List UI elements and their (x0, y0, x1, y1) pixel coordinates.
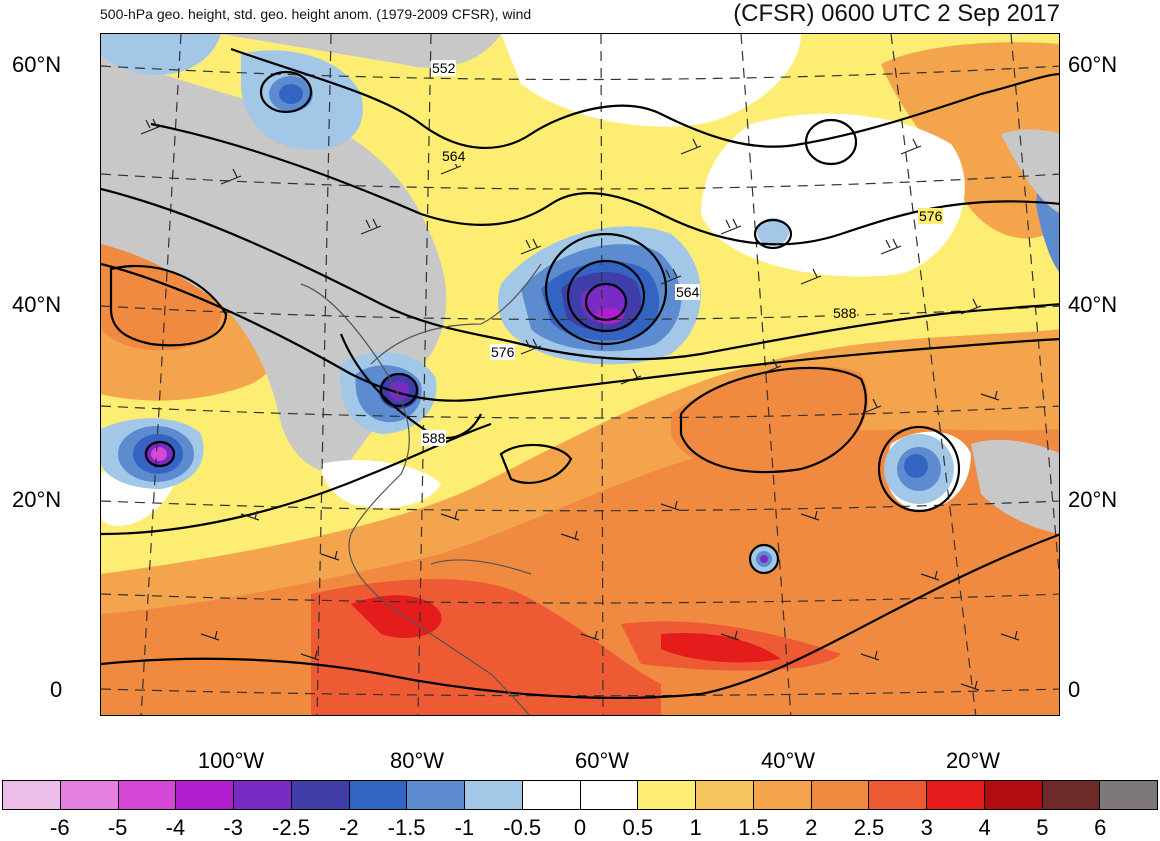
colorbar-segment (465, 781, 523, 809)
lon-label-20w: 20°W (945, 748, 1001, 773)
lat-label-40n-left: 40°N (12, 292, 62, 317)
colorbar-tick-label: -5 (107, 815, 128, 840)
colorbar-segment (984, 781, 1043, 809)
lon-label-80w: 80°W (389, 748, 445, 773)
colorbar-segment (869, 781, 927, 809)
colorbar-tick-label: -2.5 (272, 815, 310, 840)
colorbar-segment (176, 781, 234, 809)
lon-label-60w: 60°W (574, 748, 630, 773)
map-date-title: (CFSR) 0600 UTC 2 Sep 2017 (733, 0, 1060, 27)
colorbar-tick-label: -6 (50, 815, 70, 840)
colorbar-tick-label: -4 (165, 815, 186, 840)
contour-label-576-coast: 576 (490, 344, 516, 360)
colorbar-segment (811, 781, 870, 809)
map-title: 500-hPa geo. height, std. geo. height an… (100, 6, 532, 22)
colorbar-segment (1042, 781, 1101, 809)
lat-label-20n-left: 20°N (12, 487, 62, 512)
weather-map: 552 564 576 564 576 588 588 (100, 33, 1060, 716)
colorbar-segment (638, 781, 696, 809)
colorbar-tick-label: 0 (573, 815, 587, 840)
colorbar-tick-label: -0.5 (503, 815, 542, 840)
colorbar-tick-label: 3 (920, 815, 933, 840)
colorbar-tick-label: -3 (223, 815, 243, 840)
colorbar-segment (927, 781, 985, 809)
colorbar-segment (349, 781, 408, 809)
lat-label-60n-left: 60°N (12, 52, 62, 77)
colorbar-tick-label: 1 (689, 815, 702, 840)
colorbar-segment (60, 781, 119, 809)
colorbar-segment (522, 781, 581, 809)
contour-label-564-trough: 564 (675, 284, 701, 300)
colorbar-tick-label: -1.5 (387, 815, 426, 840)
contour-label-576-east: 576 (918, 208, 944, 224)
lat-label-40n-right: 40°N (1068, 292, 1118, 317)
colorbar-tick-label: 5 (1036, 815, 1049, 840)
lat-label-0-right: 0 (1068, 677, 1081, 702)
colorbar-segment (291, 781, 350, 809)
colorbar-tick-label: 2 (805, 815, 818, 840)
contour-label-552: 552 (431, 60, 457, 76)
colorbar-tick-label: 2.5 (853, 815, 885, 840)
colorbar-segment (407, 781, 465, 809)
colorbar-segment (3, 781, 61, 809)
contour-label-564-north: 564 (441, 148, 467, 164)
colorbar-tick-label: 1.5 (738, 815, 769, 840)
colorbar-tick-label: 0.5 (622, 815, 654, 840)
colorbar (2, 780, 1158, 810)
colorbar-segment (753, 781, 812, 809)
colorbar-tick-label: 6 (1094, 815, 1107, 840)
contour-label-588-south: 588 (421, 430, 447, 446)
colorbar-segment (1100, 781, 1157, 809)
lat-label-20n-right: 20°N (1068, 487, 1118, 512)
lat-label-60n-right: 60°N (1068, 52, 1118, 77)
colorbar-segment (234, 781, 292, 809)
colorbar-segment (580, 781, 639, 809)
colorbar-tick-label: 4 (978, 815, 991, 840)
lon-label-100w: 100°W (197, 748, 265, 773)
lat-label-0-left: 0 (50, 677, 63, 702)
contour-label-588-central: 588 (832, 305, 858, 321)
colorbar-segment (118, 781, 177, 809)
lon-label-40w: 40°W (760, 748, 816, 773)
colorbar-tick-label: -1 (454, 815, 475, 840)
colorbar-segment (696, 781, 754, 809)
colorbar-tick-label: -2 (339, 815, 359, 840)
map-canvas (101, 34, 1059, 715)
